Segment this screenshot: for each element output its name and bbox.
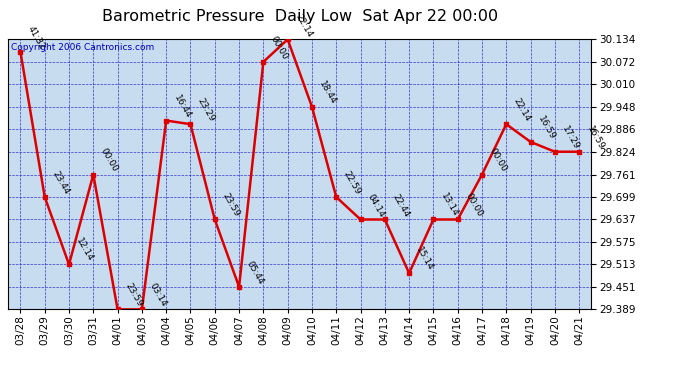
Text: 00:00: 00:00 — [463, 192, 484, 219]
Text: 23:44: 23:44 — [50, 170, 71, 196]
Text: 00:00: 00:00 — [488, 147, 509, 174]
Text: Copyright 2006 Cantronics.com: Copyright 2006 Cantronics.com — [11, 44, 155, 52]
Text: 00:00: 00:00 — [99, 147, 119, 174]
Text: 12:14: 12:14 — [75, 237, 95, 264]
Text: 17:29: 17:29 — [560, 124, 581, 151]
Text: 22:14: 22:14 — [512, 97, 533, 123]
Text: 23:29: 23:29 — [196, 97, 217, 123]
Text: 23:59: 23:59 — [220, 192, 241, 219]
Text: 13:14: 13:14 — [439, 192, 460, 219]
Text: 22:59: 22:59 — [342, 170, 362, 196]
Text: Barometric Pressure  Daily Low  Sat Apr 22 00:00: Barometric Pressure Daily Low Sat Apr 22… — [102, 9, 498, 24]
Text: 16:44: 16:44 — [172, 93, 193, 120]
Text: 16:59: 16:59 — [536, 114, 557, 141]
Text: 04:14: 04:14 — [366, 192, 386, 219]
Text: 41:32: 41:32 — [26, 24, 47, 51]
Text: 00:00: 00:00 — [269, 34, 290, 61]
Text: 22:44: 22:44 — [391, 192, 411, 219]
Text: 05:44: 05:44 — [245, 260, 265, 286]
Text: 15:14: 15:14 — [415, 246, 435, 272]
Text: 23:59: 23:59 — [123, 282, 144, 309]
Text: 18:44: 18:44 — [317, 80, 338, 106]
Text: 03:14: 03:14 — [148, 282, 168, 309]
Text: 16:59: 16:59 — [584, 124, 605, 151]
Text: 22:14: 22:14 — [293, 12, 314, 39]
